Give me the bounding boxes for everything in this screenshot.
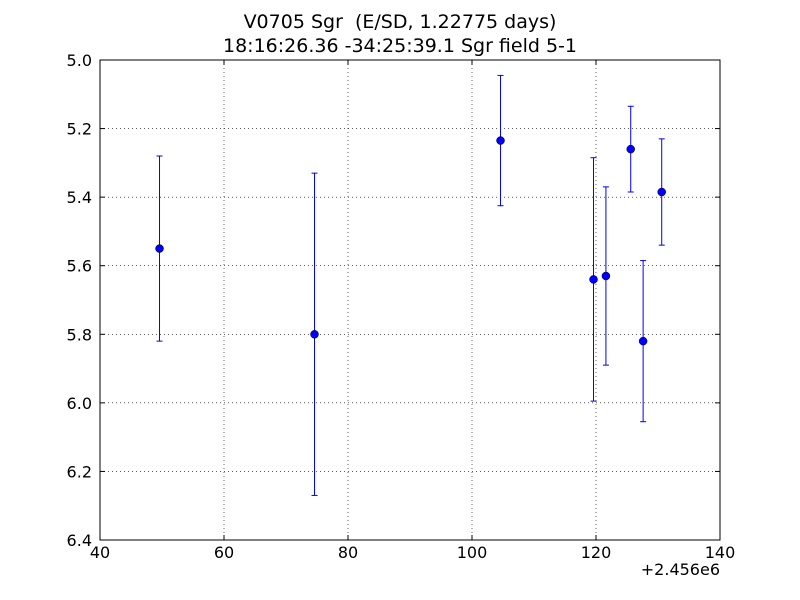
y-tick-label: 5.6 bbox=[67, 257, 92, 276]
data-marker bbox=[496, 136, 505, 145]
data-marker bbox=[657, 187, 666, 197]
x-offset-label: +2.456e6 bbox=[641, 560, 720, 579]
data-marker bbox=[638, 336, 648, 346]
y-tick-label: 5.2 bbox=[67, 120, 92, 139]
x-tick-label: 80 bbox=[338, 543, 358, 562]
x-tick-label: 100 bbox=[457, 543, 488, 562]
data-point bbox=[638, 260, 648, 423]
chart-subtitle: 18:16:26.36 -34:25:39.1 Sgr field 5-1 bbox=[223, 35, 577, 57]
tick-labels: 40 60 80 100 120 140 5.0 5.2 5.4 5.6 5.8 6.0 6.2 6.4 bbox=[67, 51, 736, 562]
y-tick-label: 6.0 bbox=[67, 394, 92, 413]
axis-ticks bbox=[99, 59, 721, 541]
plot-frame bbox=[99, 59, 721, 541]
y-tick-label: 6.4 bbox=[67, 531, 92, 550]
x-tick-label: 140 bbox=[705, 543, 736, 562]
data-point bbox=[589, 157, 598, 402]
grid bbox=[100, 60, 720, 540]
x-tick-label: 60 bbox=[214, 543, 234, 562]
data-marker bbox=[155, 244, 164, 253]
x-tick-label: 40 bbox=[90, 543, 110, 562]
data-marker bbox=[626, 144, 635, 154]
y-tick-label: 6.2 bbox=[67, 462, 92, 481]
data-point bbox=[626, 105, 635, 193]
data-marker bbox=[601, 271, 611, 281]
y-tick-label: 5.0 bbox=[67, 51, 92, 70]
data-point bbox=[155, 155, 164, 342]
y-tick-label: 5.8 bbox=[67, 325, 92, 344]
data-point bbox=[310, 172, 319, 496]
y-tick-label: 5.4 bbox=[67, 188, 92, 207]
data-series bbox=[155, 74, 666, 496]
data-point bbox=[496, 74, 505, 207]
data-point bbox=[657, 138, 666, 246]
chart-title: V0705 Sgr (E/SD, 1.22775 days) bbox=[243, 11, 557, 33]
data-marker bbox=[310, 330, 319, 339]
data-marker bbox=[589, 275, 598, 284]
x-tick-label: 120 bbox=[581, 543, 612, 562]
data-point bbox=[601, 186, 611, 366]
